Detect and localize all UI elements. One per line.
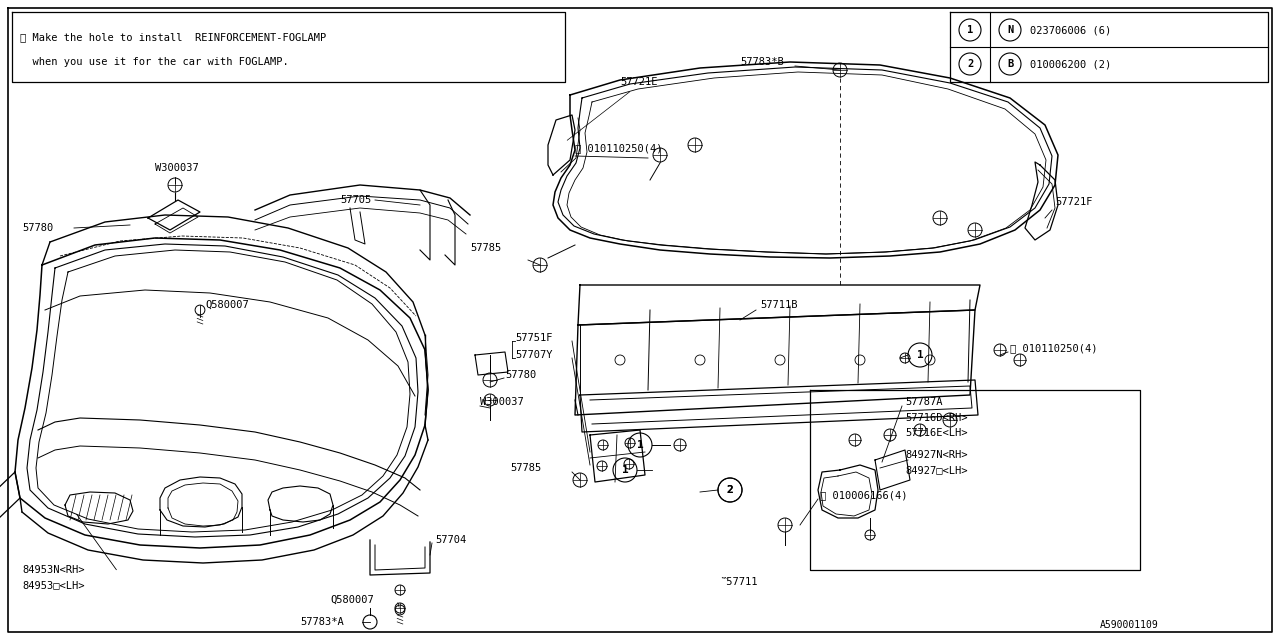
Text: 57711B: 57711B xyxy=(760,300,797,310)
Text: 84927N<RH>: 84927N<RH> xyxy=(905,450,968,460)
Text: 57780: 57780 xyxy=(506,370,536,380)
Text: A590001109: A590001109 xyxy=(1100,620,1158,630)
Text: 57785: 57785 xyxy=(509,463,541,473)
Text: N: N xyxy=(1007,25,1014,35)
Text: 1: 1 xyxy=(622,465,628,475)
Text: W300037: W300037 xyxy=(155,163,198,173)
Text: Ⓝ 010006166(4): Ⓝ 010006166(4) xyxy=(820,490,908,500)
Text: ※ Make the hole to install  REINFORCEMENT-FOGLAMP: ※ Make the hole to install REINFORCEMENT… xyxy=(20,32,326,42)
Text: 57783*B: 57783*B xyxy=(740,57,783,67)
Text: 2: 2 xyxy=(966,59,973,69)
Text: 57721F: 57721F xyxy=(1055,197,1093,207)
Text: 023706006 (6): 023706006 (6) xyxy=(1030,25,1111,35)
Text: Q580007: Q580007 xyxy=(330,595,374,605)
Text: 57785: 57785 xyxy=(470,243,502,253)
Text: Ⓑ 010110250(4): Ⓑ 010110250(4) xyxy=(575,143,663,153)
Text: 57787A: 57787A xyxy=(905,397,942,407)
Text: 2: 2 xyxy=(727,485,733,495)
Text: W300037: W300037 xyxy=(480,397,524,407)
Text: 1: 1 xyxy=(916,350,923,360)
Text: 57721E: 57721E xyxy=(620,77,658,87)
Text: 57707Y: 57707Y xyxy=(515,350,553,360)
Text: 2: 2 xyxy=(727,485,733,495)
Text: 1: 1 xyxy=(636,440,644,450)
Text: 57783*A: 57783*A xyxy=(300,617,344,627)
Text: 57716E<LH>: 57716E<LH> xyxy=(905,428,968,438)
Text: B: B xyxy=(1007,59,1014,69)
Text: 57705: 57705 xyxy=(340,195,371,205)
Text: 57716D<RH>: 57716D<RH> xyxy=(905,413,968,423)
Text: 57751F: 57751F xyxy=(515,333,553,343)
Text: 57704: 57704 xyxy=(435,535,466,545)
Text: 84953□<LH>: 84953□<LH> xyxy=(22,580,84,590)
Text: 1: 1 xyxy=(966,25,973,35)
Text: when you use it for the car with FOGLAMP.: when you use it for the car with FOGLAMP… xyxy=(20,57,289,67)
Text: 57780: 57780 xyxy=(22,223,54,233)
Text: 010006200 (2): 010006200 (2) xyxy=(1030,59,1111,69)
Text: 84953N<RH>: 84953N<RH> xyxy=(22,565,84,575)
Text: ‷57711: ‷57711 xyxy=(721,577,758,587)
Text: 84927□<LH>: 84927□<LH> xyxy=(905,465,968,475)
Text: Q580007: Q580007 xyxy=(205,300,248,310)
Text: Ⓑ 010110250(4): Ⓑ 010110250(4) xyxy=(1010,343,1097,353)
